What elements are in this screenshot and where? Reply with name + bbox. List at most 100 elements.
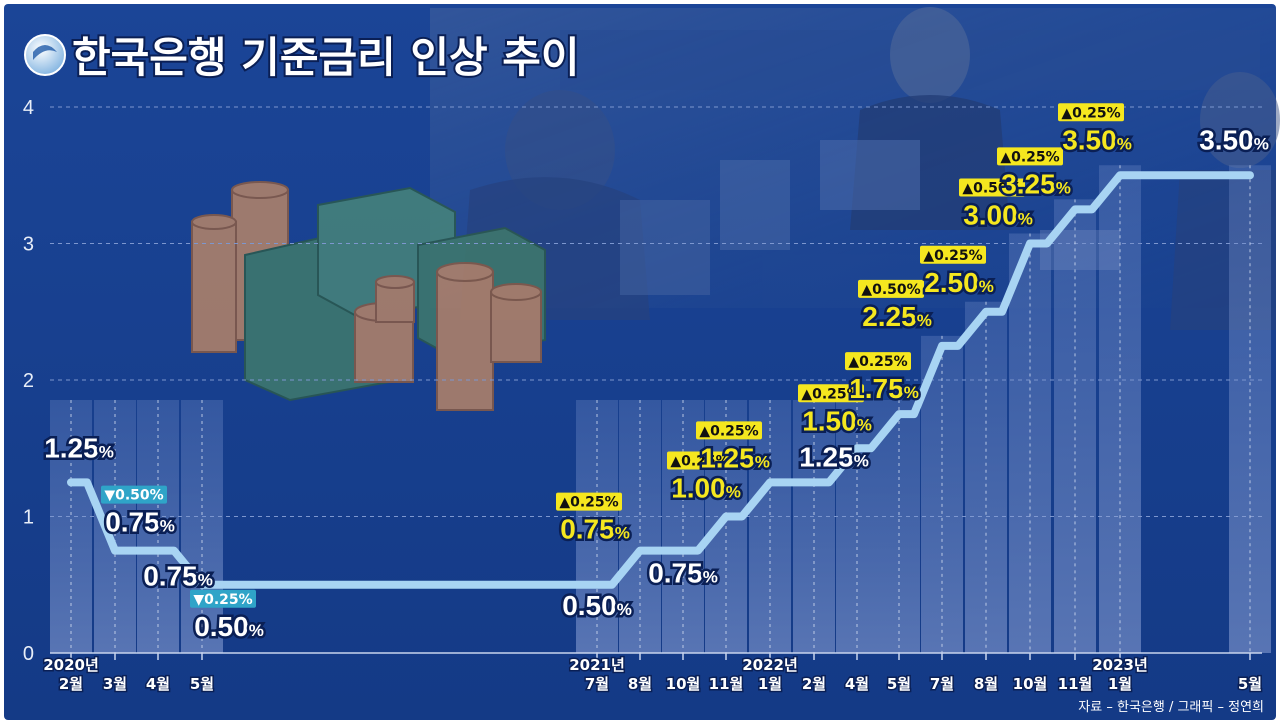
x-year-label: 2020년 [43, 656, 99, 674]
data-label: 1.00% [671, 473, 741, 504]
data-label-percent: % [703, 568, 718, 587]
chart-title: 한국은행 기준금리 인상 추이 [72, 33, 580, 82]
x-month-label: 10월 [666, 675, 701, 693]
x-month-label: 1월 [1108, 675, 1132, 693]
data-label-percent: % [615, 524, 630, 543]
data-label-value: 0.75 [648, 558, 703, 589]
data-label-percent: % [160, 517, 175, 536]
x-month-label: 1월 [758, 675, 782, 693]
data-label: 0.75% [105, 507, 175, 538]
data-label-value: 3.50 [1199, 124, 1254, 155]
data-label: 0.75% [648, 558, 718, 589]
data-label: 1.75% [849, 373, 919, 404]
x-month-label: 5월 [1238, 675, 1262, 693]
data-label: 3.25% [1001, 168, 1071, 199]
data-label-value: 0.75 [143, 561, 198, 592]
data-label-value: 0.50 [194, 611, 249, 642]
data-label-percent: % [726, 483, 741, 502]
data-label-value: 1.25 [700, 442, 755, 473]
change-badge [556, 492, 622, 511]
x-month-label: 8월 [974, 675, 998, 693]
data-label-percent: % [617, 600, 632, 619]
data-label-percent: % [99, 442, 114, 461]
x-year-label: 2022년 [742, 656, 798, 674]
title-block: 한국은행 기준금리 인상 추이 [24, 31, 582, 84]
change-badge [858, 279, 924, 298]
data-label: 3.50% [1062, 124, 1132, 155]
data-label-value: 1.25 [799, 441, 854, 472]
x-month-label: 7월 [930, 675, 954, 693]
month-column [1009, 233, 1051, 653]
data-label-percent: % [198, 571, 213, 590]
data-label-value: 3.00 [963, 200, 1018, 231]
x-year-label: 2021년 [569, 656, 625, 674]
data-label-percent: % [857, 415, 872, 434]
change-badge-label: ▲0.25% [923, 248, 982, 264]
change-badge-label: ▲0.25% [1000, 149, 1059, 165]
data-label-percent: % [1056, 178, 1071, 197]
data-label-value: 3.50 [1062, 124, 1117, 155]
x-month-label: 11월 [1058, 675, 1093, 693]
change-badge-label: ▲0.25% [848, 354, 907, 370]
data-label: 0.50% [562, 590, 632, 621]
y-tick-label: 1 [23, 507, 34, 529]
x-month-label: 11월 [709, 675, 744, 693]
source-credit: 자료 – 한국은행 / 그래픽 – 정연희 [1078, 699, 1264, 715]
data-label-value: 1.25 [44, 432, 99, 463]
change-badge-label: ▲0.50% [962, 181, 1021, 197]
change-badge-label: ▲0.25% [1061, 105, 1120, 121]
change-badge [1058, 103, 1124, 122]
y-tick-label: 4 [23, 97, 34, 119]
data-label: 3.00% [963, 200, 1033, 231]
x-year-label: 2023년 [1092, 656, 1148, 674]
x-month-label: 5월 [190, 675, 214, 693]
data-label-percent: % [755, 452, 770, 471]
change-badge-label: ▼0.25% [193, 592, 252, 608]
data-label: 1.25% [700, 442, 770, 473]
data-label-value: 2.25 [862, 301, 917, 332]
x-month-label: 2월 [802, 675, 826, 693]
y-tick-label: 0 [23, 643, 34, 665]
data-label-percent: % [904, 383, 919, 402]
change-badge [190, 589, 256, 608]
x-month-label: 4월 [146, 675, 170, 693]
data-label: 0.75% [143, 561, 213, 592]
data-label-percent: % [1018, 210, 1033, 229]
data-label: 1.25% [44, 432, 114, 463]
data-label: 2.25% [862, 301, 932, 332]
change-badge [920, 245, 986, 264]
data-label-percent: % [854, 451, 869, 470]
change-badge-label: ▲0.25% [699, 423, 758, 439]
x-month-label: 2월 [59, 675, 83, 693]
y-tick-label: 2 [23, 370, 34, 392]
change-badge-label: ▲0.25% [670, 454, 729, 470]
data-label: 3.50% [1199, 124, 1269, 155]
change-badge-label: ▼0.50% [104, 488, 163, 504]
data-label-value: 0.50 [562, 590, 617, 621]
x-month-label: 10월 [1013, 675, 1048, 693]
x-month-label: 4월 [845, 675, 869, 693]
x-month-label: 7월 [585, 675, 609, 693]
x-month-label: 5월 [887, 675, 911, 693]
logo-swirl-icon [24, 34, 66, 76]
change-badge [997, 147, 1063, 166]
data-label: 0.50% [194, 611, 264, 642]
x-month-label: 8월 [628, 675, 652, 693]
data-label-percent: % [1254, 134, 1269, 153]
data-label-value: 0.75 [105, 507, 160, 538]
data-label-value: 0.75 [560, 514, 615, 545]
data-label-value: 3.25 [1001, 168, 1056, 199]
change-badge [696, 421, 762, 440]
change-badge-label: ▲0.25% [559, 495, 618, 511]
data-label: 0.75% [560, 514, 630, 545]
data-label: 1.50% [802, 405, 872, 436]
change-badge [845, 352, 911, 371]
data-label-value: 2.50 [924, 267, 979, 298]
money-stack-illustration [191, 181, 546, 411]
data-label-percent: % [1117, 134, 1132, 153]
data-label: 1.25% [799, 441, 869, 472]
y-tick-label: 3 [23, 234, 34, 256]
change-badge [667, 451, 733, 470]
